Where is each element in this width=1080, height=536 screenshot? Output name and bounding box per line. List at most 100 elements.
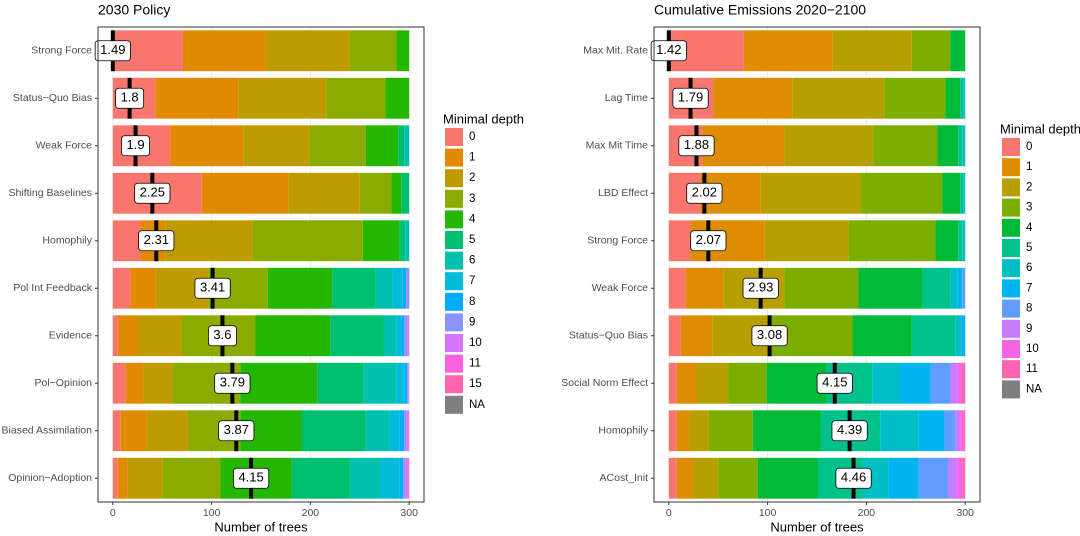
bar-segment	[888, 457, 919, 499]
bar-segment	[112, 457, 118, 499]
bar-segment	[365, 410, 390, 452]
mean-label-box	[686, 182, 723, 204]
bar-segment	[957, 457, 963, 499]
legend-label: 10	[1026, 343, 1039, 355]
mean-label: 3.87	[218, 420, 255, 442]
legend-label: 2	[469, 172, 475, 184]
bar-segment	[668, 457, 677, 499]
bar-segment	[922, 267, 951, 309]
bar-segment	[668, 220, 691, 262]
mean-label: 2.07	[690, 230, 727, 252]
mean-label-box	[751, 325, 788, 347]
bar-segment	[668, 410, 677, 452]
bar-segment	[930, 362, 951, 404]
bar-segment	[668, 315, 681, 357]
legend-swatch	[445, 313, 463, 332]
bar-segment	[963, 77, 966, 119]
legend-swatch	[445, 128, 463, 146]
bar-segment	[309, 125, 366, 167]
bar-segment	[950, 30, 966, 72]
bar-segment	[112, 267, 131, 309]
y-tick-label: Strong Force	[31, 45, 92, 57]
y-tick-label: Lag Time	[605, 92, 648, 104]
bar-segment	[911, 315, 956, 357]
mean-label-text: 1.88	[684, 137, 709, 152]
legend-label: 4	[1026, 222, 1033, 234]
bar-segment	[137, 315, 182, 357]
bar-segment	[872, 362, 900, 404]
bar-segment	[155, 77, 239, 119]
bar-segment	[399, 220, 406, 262]
bar-segment	[396, 362, 405, 404]
mean-label-text: 4.15	[238, 470, 263, 485]
legend-swatch	[1002, 138, 1020, 156]
bar-segment	[884, 77, 946, 119]
legend-label: 4	[469, 213, 476, 225]
bar-segment	[317, 362, 364, 404]
mean-label: 3.08	[751, 325, 788, 347]
mean-label: 1.79	[672, 87, 709, 109]
bar-segment	[728, 362, 767, 404]
bar-segment	[961, 315, 966, 357]
x-tick-label: 0	[110, 507, 116, 519]
bar-segment	[962, 220, 966, 262]
legend-swatch	[1002, 360, 1020, 379]
mean-label-text: 3.87	[224, 422, 249, 437]
bar-segment	[326, 77, 386, 119]
y-tick-label: Homophily	[42, 235, 92, 247]
bar-segment	[406, 267, 410, 309]
bar-segment	[365, 125, 399, 167]
bar-segment	[944, 410, 956, 452]
bar-segment	[832, 30, 912, 72]
bar-segment	[330, 315, 384, 357]
legend-swatch	[1002, 198, 1020, 217]
mean-label-text: 1.8	[121, 90, 139, 105]
bar-segment	[911, 30, 951, 72]
bar-segment	[960, 77, 964, 119]
bar-segment	[404, 125, 410, 167]
bar-segment	[668, 267, 686, 309]
legend-swatch	[1002, 279, 1020, 298]
legend-label: NA	[469, 399, 485, 411]
mean-label-box	[742, 277, 779, 299]
mean-label-box	[831, 420, 868, 442]
y-tick-label: Pol−Opinion	[35, 377, 93, 389]
x-tick-label: 200	[302, 507, 320, 519]
bar-segment	[392, 267, 403, 309]
mean-label-text: 4.39	[837, 422, 862, 437]
mean-label-box	[138, 230, 175, 252]
mean-label: 1.88	[678, 135, 715, 157]
y-tick-label: Strong Force	[587, 235, 648, 247]
bar-segment	[784, 267, 859, 309]
x-tick-label: 300	[400, 507, 418, 519]
mean-label-box	[208, 325, 237, 347]
legend-label: 0	[1026, 141, 1032, 153]
legend-swatch	[445, 189, 463, 208]
bar-segment	[396, 30, 410, 72]
bar-segment	[948, 457, 958, 499]
legend-swatch	[1002, 319, 1020, 338]
bar-segment	[162, 457, 221, 499]
mean-label-box	[233, 467, 270, 489]
legend-label: 5	[469, 234, 475, 246]
bar-segment	[112, 315, 118, 357]
bar-segment	[399, 457, 404, 499]
bar-segment	[873, 125, 938, 167]
bar-segment	[301, 410, 366, 452]
y-tick-label: Social Norm Effect	[561, 377, 648, 389]
bar-segment	[743, 30, 833, 72]
bar-segment	[401, 172, 410, 214]
bar-segment	[848, 220, 936, 262]
chart-title: Cumulative Emissions 2020−2100	[654, 2, 866, 18]
bar-segment	[957, 267, 963, 309]
y-tick-label: Evidence	[49, 330, 92, 342]
bar-segment	[942, 172, 961, 214]
bar-segment	[332, 267, 376, 309]
x-tick-label: 100	[203, 507, 221, 519]
bar-segment	[408, 410, 410, 452]
bar-segment	[362, 220, 400, 262]
mean-label-text: 3.79	[220, 375, 245, 390]
x-tick-label: 0	[666, 507, 672, 519]
bar-segment	[918, 457, 949, 499]
